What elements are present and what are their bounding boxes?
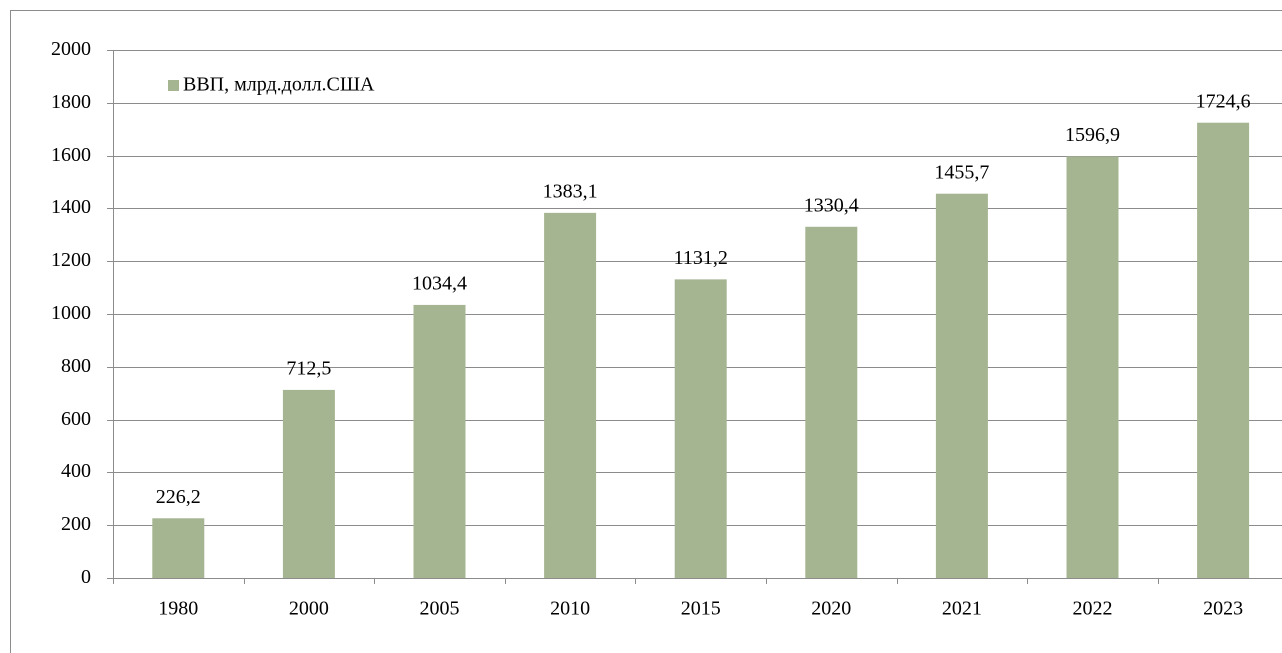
bar: [413, 304, 466, 578]
y-tick-label: 1800: [51, 91, 91, 113]
y-tick-label: 400: [61, 460, 91, 482]
y-tick-label: 1600: [51, 144, 91, 166]
y-tick-label: 600: [61, 408, 91, 430]
x-tick-label: 2005: [420, 598, 460, 620]
bar: [544, 212, 597, 578]
x-tick-label: 1980: [158, 598, 198, 620]
data-label: 1724,6: [1196, 90, 1251, 112]
x-tick-label: 2010: [550, 598, 590, 620]
bar: [1197, 122, 1250, 578]
x-tick-label: 2015: [681, 598, 721, 620]
legend-swatch: [168, 80, 179, 91]
bar: [282, 389, 335, 578]
x-tick-label: 2021: [942, 598, 982, 620]
data-label: 712,5: [286, 357, 331, 379]
bar: [1066, 156, 1119, 578]
data-label: 1034,4: [412, 273, 467, 295]
x-tick-label: 2000: [289, 598, 329, 620]
y-tick-label: 800: [61, 355, 91, 377]
data-label: 226,2: [156, 486, 201, 508]
bar: [152, 518, 205, 578]
y-tick-label: 0: [81, 566, 91, 588]
x-tick-label: 2020: [811, 598, 851, 620]
data-label: 1383,1: [543, 180, 598, 202]
data-label: 1455,7: [934, 161, 989, 183]
data-label: 1330,4: [804, 194, 859, 216]
x-tick-label: 2022: [1073, 598, 1113, 620]
bar: [935, 193, 988, 579]
data-label: 1131,2: [674, 247, 728, 269]
y-tick-label: 1400: [51, 196, 91, 218]
legend-label: ВВП, млрд.долл.США: [183, 74, 375, 96]
y-tick-label: 1000: [51, 302, 91, 324]
y-tick-label: 1200: [51, 249, 91, 271]
data-label: 1596,9: [1065, 124, 1120, 146]
bar: [674, 279, 727, 578]
y-tick-label: 2000: [51, 38, 91, 60]
y-tick-label: 200: [61, 513, 91, 535]
x-tick-label: 2023: [1203, 598, 1243, 620]
bar: [805, 226, 858, 578]
